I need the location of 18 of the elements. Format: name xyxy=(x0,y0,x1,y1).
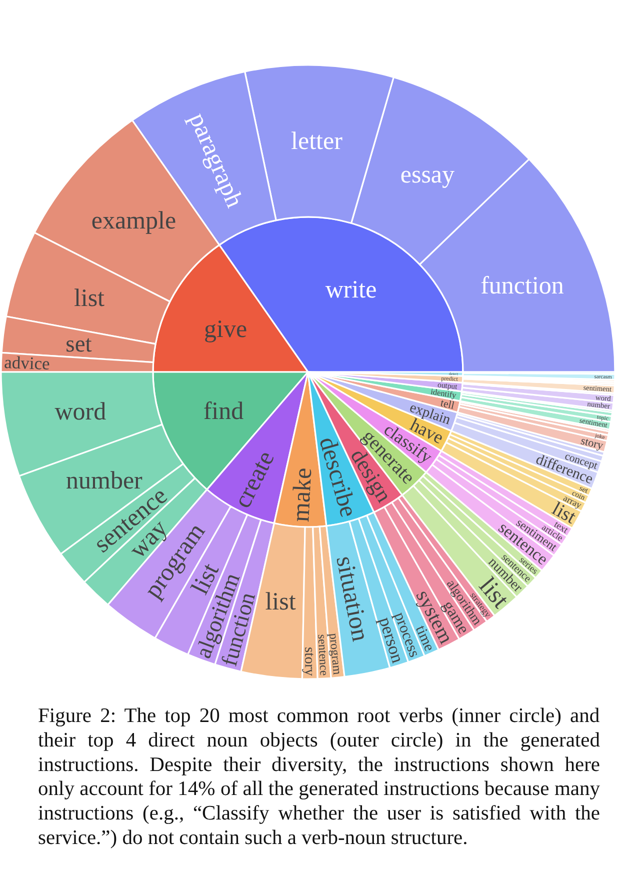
slice-label: essay xyxy=(400,161,456,188)
slice-label: write xyxy=(325,276,377,304)
slice-label: give xyxy=(204,316,248,343)
slice-label: list xyxy=(265,588,296,616)
slice-label: make xyxy=(287,467,318,523)
slice-label: letter xyxy=(291,128,344,156)
slice-label: story xyxy=(301,646,318,677)
slice-label: set xyxy=(66,331,92,358)
slice-label: function xyxy=(480,272,564,300)
slice-label: find xyxy=(203,398,244,425)
slice-label: list xyxy=(74,284,105,312)
slice-label: advice xyxy=(4,352,50,374)
slice-label: example xyxy=(91,207,176,234)
slice-label: program xyxy=(326,632,345,676)
slice-label: create xyxy=(229,446,280,512)
slice-label: word xyxy=(54,398,107,426)
caption: Figure 2: The top 20 most common root verbs (inner circle) and their top 4 direct noun objects (outer circle) in the generated instructions. Despite their diversity, the instructions shown here only account for 14% of all the generated instructions because many instructions (e.g., “Classify whether the user is satisfied with the service.”) do not contain such a verb-noun structure. xyxy=(38,705,601,849)
slice-label: number xyxy=(66,468,144,495)
